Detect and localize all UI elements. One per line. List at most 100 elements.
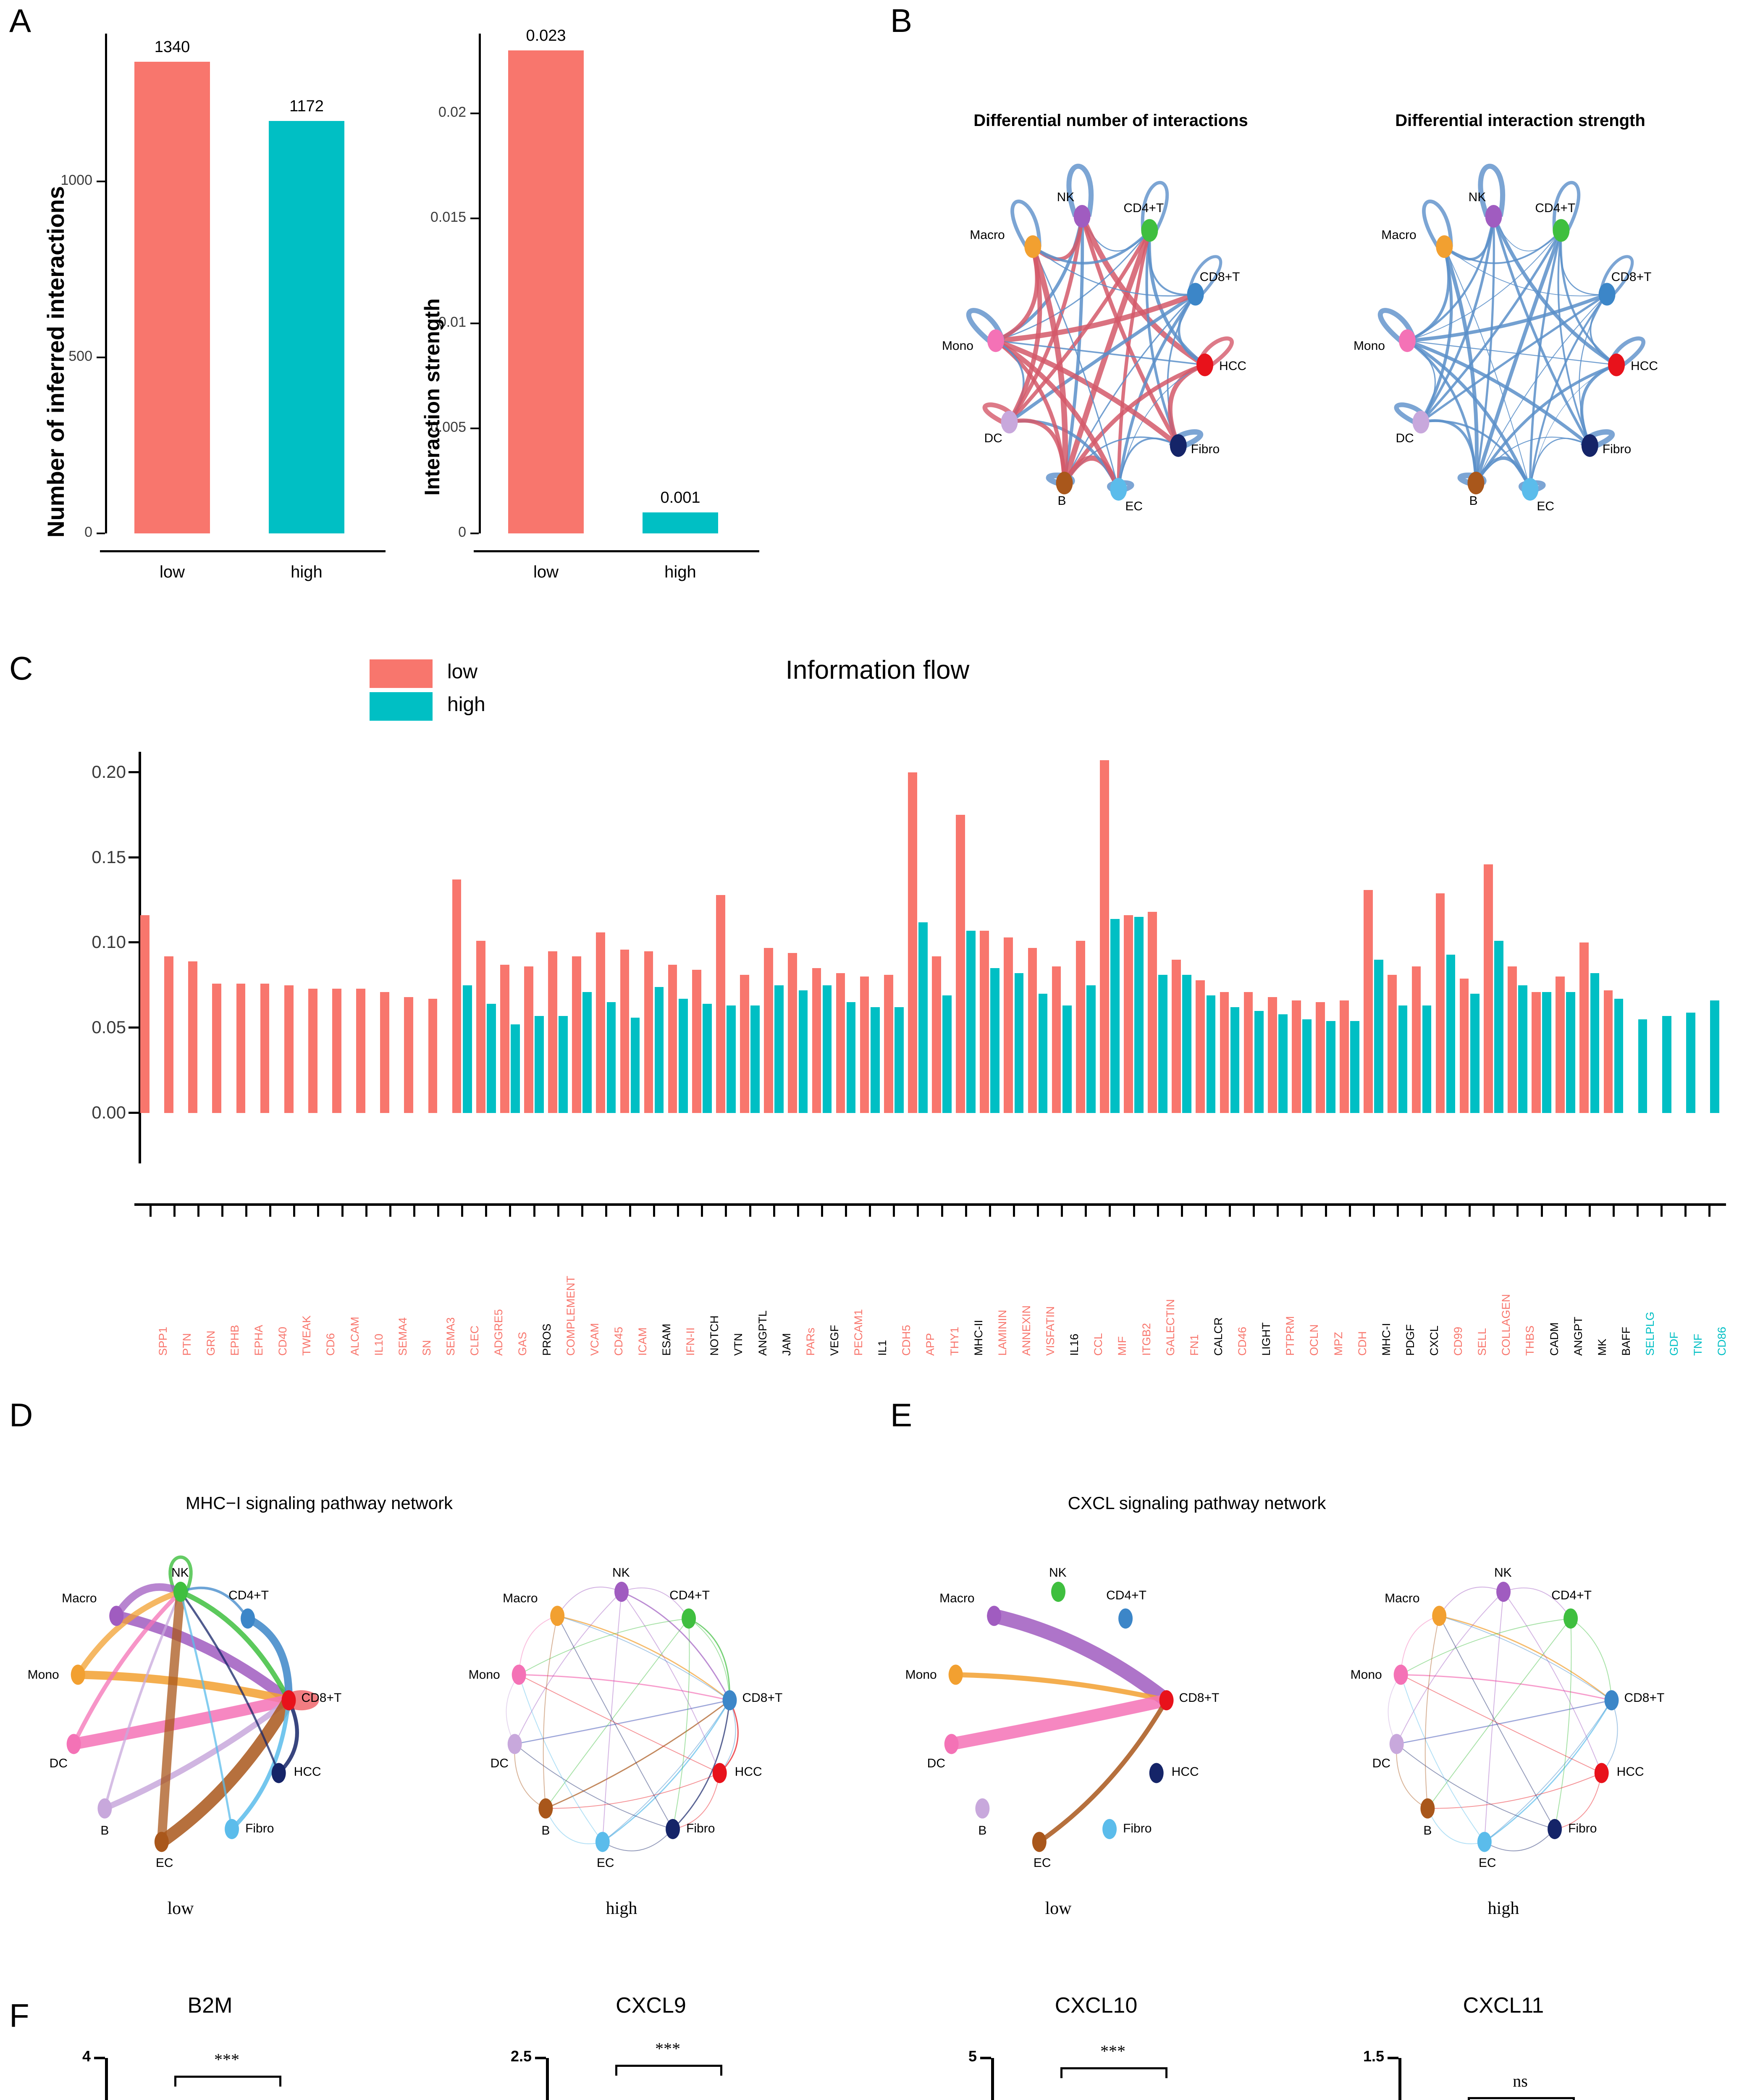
c-bar-low [476,941,485,1113]
y-tick-label: 0 [84,524,92,540]
f-sig-bracket-tick [174,2075,176,2087]
c-bar-low [1148,912,1157,1113]
c-bar-low [1316,1002,1325,1113]
c-x-tick [1469,1206,1471,1217]
c-x-tick [821,1206,823,1217]
c-bar-high [1278,1014,1288,1113]
c-x-tick [869,1206,871,1217]
c-bar-low [380,992,390,1113]
c-bar-low [788,953,797,1113]
c-bar-low [164,956,173,1113]
panelE-node-label-Mono: Mono [905,1668,937,1682]
panelE-node-label-B: B [978,1823,987,1838]
node-label-Mono: Mono [942,339,973,353]
c-x-tick-label: THBS [1524,1325,1537,1356]
y-tick-label: 0.015 [430,209,466,225]
c-x-tick-label: PTPRM [1284,1316,1297,1356]
y-tick-label: 500 [68,348,92,364]
f-significance-label: *** [214,2050,239,2069]
c-x-tick-label: ITGB2 [1140,1323,1153,1356]
c-bar-low [668,965,677,1113]
panelD-node-label-NK: NK [612,1566,630,1580]
c-bar-high [1638,1019,1647,1113]
c-x-tick-label: CXCL [1427,1325,1440,1356]
c-x-tick-label: TWEAK [300,1315,313,1356]
c-bar-low [1364,890,1373,1113]
panel-f: B2M01234Relative mRNA levelshNCshCENPI**… [0,1974,1755,2100]
panelE-node-label-DC: DC [927,1756,946,1771]
panelE-node-label-CD4plusT: CD4+T [1551,1588,1592,1602]
panel-letter-a: A [9,2,31,39]
c-bar-high [1590,973,1600,1113]
f-y-tick-label: 1.5 [1363,2048,1384,2065]
c-x-tick-label: CADM [1548,1322,1561,1356]
node-label-B: B [1057,494,1066,508]
c-x-tick-label: ANGPT [1571,1316,1584,1356]
c-x-tick [1253,1206,1255,1217]
c-bar-high [966,930,976,1113]
c-x-tick [1229,1206,1231,1217]
c-bar-low [908,772,917,1113]
bar [269,121,344,533]
c-bar-low [1388,975,1397,1113]
bar-value-label: 0.023 [526,27,566,45]
c-x-tick-label: NOTCH [708,1315,721,1356]
c-bar-low [956,815,965,1113]
panelD-node-label-NK: NK [171,1566,189,1580]
c-bar-high [1326,1021,1335,1113]
c-bar-high [846,1002,856,1113]
c-x-tick-label: SEMA3 [444,1317,457,1356]
c-x-tick-label: MHC-II [972,1320,985,1356]
node-label-CD4plusT: CD4+T [1123,201,1164,215]
c-x-tick [245,1206,248,1217]
c-x-tick [1157,1206,1159,1217]
c-bar-low [1340,1000,1349,1113]
c-x-tick [1348,1206,1351,1217]
c-x-tick [1204,1206,1207,1217]
f-sig-bracket-tick [720,2064,722,2076]
c-bar-high [750,1005,760,1113]
c-x-tick-label: FN1 [1188,1334,1201,1356]
c-x-tick [1420,1206,1423,1217]
panelD-node-label-Mono: Mono [27,1668,59,1682]
c-x-tick [1037,1206,1039,1217]
node-label-HCC: HCC [1219,359,1247,373]
c-y-tick-label: 0.00 [92,1102,126,1122]
c-x-tick-label: PTN [180,1333,193,1356]
c-x-tick [989,1206,991,1217]
c-bar-low [1243,992,1253,1113]
c-y-tick [129,771,139,773]
panel-f-chart-title: CXCL10 [1055,1993,1138,2018]
c-bar-low [500,965,509,1113]
bar [643,512,718,533]
c-bar-high [1710,1000,1719,1113]
c-x-tick [629,1206,631,1217]
node-label-CD4plusT: CD4+T [1535,201,1576,215]
c-bar-high [1230,1007,1240,1113]
c-x-tick-label: SELPLG [1644,1311,1657,1356]
f-significance-label: *** [655,2039,680,2058]
c-bar-low [716,895,725,1113]
c-bar-low [764,948,773,1113]
c-x-tick [389,1206,391,1217]
c-y-tick-label: 0.20 [92,761,126,782]
f-sig-bracket-tick [1060,2067,1062,2079]
c-bar-low [356,988,365,1113]
c-bar-low [1124,915,1133,1113]
f-y-tick-label: 4 [82,2048,91,2065]
c-bar-high [918,922,928,1113]
c-x-tick-label: ANGPTL [756,1310,769,1356]
legend-swatch-low [370,659,433,688]
c-bar-high [1614,999,1624,1113]
c-x-tick-label: MHC-I [1380,1323,1393,1356]
panelE-node-label-Macro: Macro [1385,1591,1420,1606]
y-tick-label: 1000 [60,172,92,188]
panelD-node-label-B: B [541,1823,550,1838]
c-bar-low [836,973,845,1113]
c-x-tick [917,1206,919,1217]
c-x-tick [1109,1206,1111,1217]
c-x-tick [533,1206,535,1217]
c-x-tick [965,1206,967,1217]
f-y-axis-line [991,2058,994,2100]
c-x-tick [1396,1206,1399,1217]
